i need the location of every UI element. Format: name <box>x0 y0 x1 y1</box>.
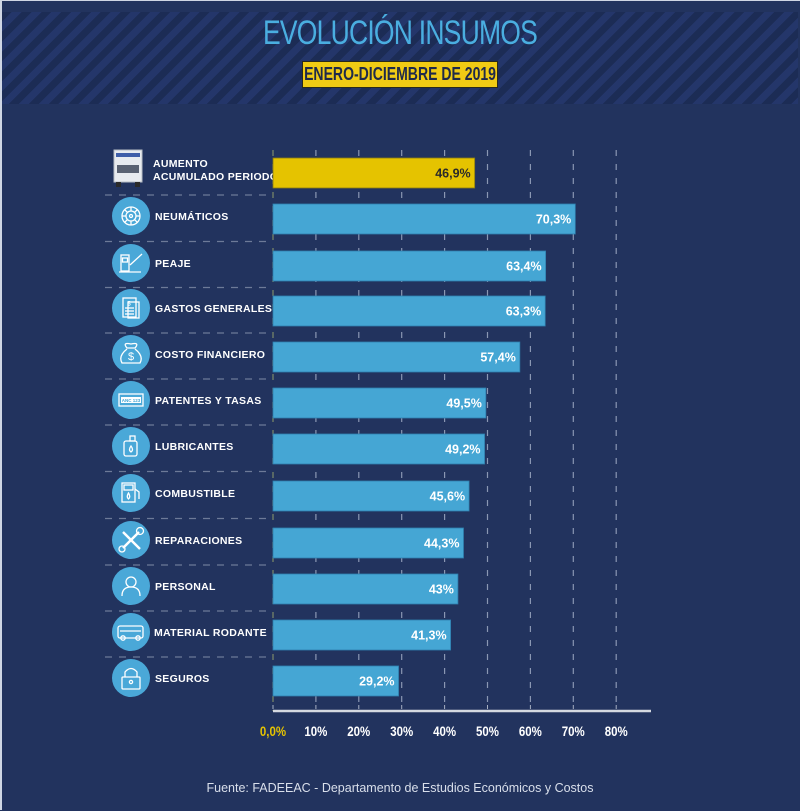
bus-icon <box>112 613 150 651</box>
category-label: COMBUSTIBLE <box>155 488 235 500</box>
category-label: GASTOS GENERALES <box>155 303 272 315</box>
bar-value-label: 45,6% <box>430 490 465 504</box>
category-label-line: COMBUSTIBLE <box>155 488 235 500</box>
source-note: Fuente: FADEEAC - Departamento de Estudi… <box>206 781 594 795</box>
category-label-line: PERSONAL <box>155 581 216 593</box>
bar-row: $ GASTOS GENERALES 63,3% <box>112 289 546 327</box>
tools-icon <box>112 521 150 559</box>
category-label-line: LUBRICANTES <box>155 441 234 453</box>
gridlines <box>272 150 617 711</box>
bar <box>272 295 546 327</box>
bar-value-label: 43% <box>429 583 454 597</box>
category-label: MATERIAL RODANTE <box>154 627 267 639</box>
category-label-line: SEGUROS <box>155 673 210 685</box>
toll-booth-icon <box>112 244 150 282</box>
tire-icon <box>112 197 150 235</box>
chart-title: EVOLUCIÓN INSUMOS <box>262 14 538 52</box>
bar-value-label: 57,4% <box>480 351 515 365</box>
bar <box>272 480 470 512</box>
subtitle-badge: ENERO-DICIEMBRE DE 2019 <box>302 61 498 88</box>
svg-text:$: $ <box>128 351 134 363</box>
bar-row: $ COSTO FINANCIERO 57,4% <box>112 335 521 373</box>
bar <box>272 665 399 697</box>
bar-value-label: 46,9% <box>435 167 470 181</box>
chart-subtitle: ENERO-DICIEMBRE DE 2019 <box>304 64 496 84</box>
x-tick-label: 10% <box>304 723 328 739</box>
category-label-line: PEAJE <box>155 258 191 270</box>
category-label-line: GASTOS GENERALES <box>155 303 272 315</box>
x-tick-label: 80% <box>605 723 629 739</box>
bar <box>272 250 547 282</box>
license-plate-icon: ANC 123 <box>112 381 150 419</box>
bar-value-label: 29,2% <box>359 675 394 689</box>
svg-text:$: $ <box>127 302 131 308</box>
bar-value-label: 41,3% <box>411 629 446 643</box>
category-label: NEUMÁTICOS <box>155 210 229 223</box>
bar <box>272 619 451 651</box>
x-tick-label: 70% <box>562 723 586 739</box>
x-tick-label: 50% <box>476 723 500 739</box>
bar-row: LUBRICANTES 49,2% <box>112 427 485 465</box>
category-label-line: MATERIAL RODANTE <box>154 627 267 639</box>
header-band <box>2 12 798 104</box>
bar-row: ANC 123 PATENTES Y TASAS 49,5% <box>112 381 487 419</box>
x-tick-label: 40% <box>433 723 457 739</box>
bar <box>272 387 487 419</box>
x-tick-label: 30% <box>390 723 414 739</box>
bar <box>272 203 576 235</box>
bar-value-label: 63,4% <box>506 260 541 274</box>
bar-row: SEGUROS 29,2% <box>112 659 399 697</box>
bar-value-label: 70,3% <box>536 213 571 227</box>
category-label: PEAJE <box>155 258 191 270</box>
padlock-icon <box>112 659 150 697</box>
category-label-line: PATENTES Y TASAS <box>155 395 262 407</box>
bar-rows: AUMENTO ACUMULADO PERIODO 46,9% NEUMÁTICOS 7… <box>112 149 576 697</box>
category-label: LUBRICANTES <box>155 441 234 453</box>
truck-icon <box>113 149 143 187</box>
person-icon <box>112 567 150 605</box>
svg-text:ANC 123: ANC 123 <box>122 398 141 403</box>
bar <box>272 433 485 465</box>
receipt-icon: $ <box>112 289 150 327</box>
x-tick-label: 0,0% <box>260 723 287 739</box>
x-tick-label: 20% <box>347 723 371 739</box>
category-label-line: AUMENTO <box>153 158 208 170</box>
category-label-line: ACUMULADO PERIODO <box>153 171 278 183</box>
bar-value-label: 49,5% <box>446 397 481 411</box>
category-label: PERSONAL <box>155 581 216 593</box>
category-label-line: COSTO FINANCIERO <box>155 349 265 361</box>
bar-row: REPARACIONES 44,3% <box>112 521 464 559</box>
oil-can-icon <box>112 427 150 465</box>
bar-value-label: 63,3% <box>506 305 541 319</box>
category-label: SEGUROS <box>155 673 210 685</box>
category-label: PATENTES Y TASAS <box>155 395 262 407</box>
bar-row: MATERIAL RODANTE 41,3% <box>112 613 451 651</box>
money-bag-icon: $ <box>112 335 150 373</box>
bar <box>272 341 521 373</box>
x-axis: 0,0% 10% 20% 30% 40% 50% 60% 70% 80% <box>260 705 651 739</box>
category-label-line: REPARACIONES <box>155 535 242 547</box>
bar <box>272 527 464 559</box>
bar-value-label: 44,3% <box>424 537 459 551</box>
bar-value-label: 49,2% <box>445 443 480 457</box>
category-label-line: NEUMÁTICOS <box>155 210 229 223</box>
bar-row: COMBUSTIBLE 45,6% <box>112 474 470 512</box>
fuel-pump-icon <box>112 474 150 512</box>
x-tick-label: 60% <box>519 723 543 739</box>
bar-row: AUMENTO ACUMULADO PERIODO 46,9% <box>113 149 476 189</box>
category-label: REPARACIONES <box>155 535 242 547</box>
bar-highlight <box>272 157 476 189</box>
bar-row: PEAJE 63,4% <box>112 244 547 282</box>
bar-row: NEUMÁTICOS 70,3% <box>112 197 576 235</box>
bar-row: PERSONAL 43% <box>112 567 459 605</box>
category-label: AUMENTO ACUMULADO PERIODO <box>153 158 278 183</box>
category-label: COSTO FINANCIERO <box>155 349 265 361</box>
bar <box>272 573 459 605</box>
